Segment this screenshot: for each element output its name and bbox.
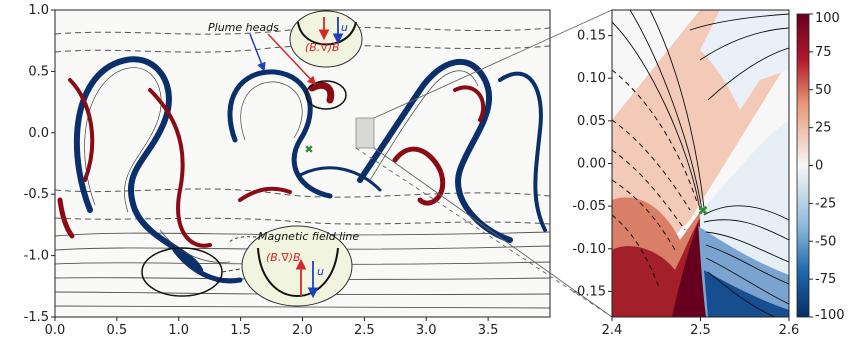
colorbar: 100 75 50 25 0 -25 -50 -75 -100 [796, 11, 845, 323]
main-ytick-label: -1.5 [24, 310, 49, 325]
zoom-ytick-label: 0.15 [577, 29, 606, 44]
zoom-axes: 2.4 2.5 2.6 0.15 0.10 0.05 0.00 -0.05 -0.10 -0.15 [572, 29, 799, 338]
upper-inset-bubble: (B.∇)B u [289, 10, 363, 68]
zoom-connectors [355, 9, 613, 318]
zoom-region [355, 117, 375, 149]
zoom-ytick-label: -0.15 [572, 284, 606, 299]
zoom-ytick-label: 0.00 [577, 157, 606, 172]
zoom-xtick-label: 2.4 [602, 323, 623, 338]
colorbar-tick-label: 100 [815, 11, 840, 26]
lower-inset-bubble: (B.∇)B u [241, 225, 353, 307]
zoom-marker: ✖ [698, 204, 709, 219]
colorbar-tick-label: 50 [815, 83, 832, 98]
colorbar-tick-label: -50 [815, 234, 836, 249]
zoom-ytick-label: -0.10 [572, 242, 606, 257]
main-ytick-label: -0.5 [24, 187, 49, 202]
colorbar-tick-label: -100 [815, 308, 845, 323]
zoom-xtick-label: 2.6 [779, 323, 800, 338]
zoom-ytick-label: 0.10 [577, 71, 606, 86]
field-line-pointer [227, 236, 257, 245]
plume-heads-label: Plume heads [208, 21, 279, 34]
upper-bgb-label: (B.∇)B [305, 41, 340, 54]
main-field: ✖ [55, 26, 550, 309]
zoom-panel: ✖ 2.4 2.5 2.6 0.15 0.10 0.05 0.00 -0.05 -0.10 -0.… [572, 9, 799, 338]
colorbar-tick-label: 25 [815, 121, 832, 136]
upper-u-label: u [341, 21, 348, 34]
field-line-label: Magnetic field line [258, 230, 359, 243]
main-xtick-label: 0.0 [45, 323, 66, 338]
main-xtick-label: 3.5 [478, 323, 499, 338]
zoom-xtick-label: 2.5 [690, 323, 711, 338]
plume-arrow-red [267, 33, 317, 86]
main-xtick-label: 2.0 [292, 323, 313, 338]
main-xtick-label: 3.0 [416, 323, 437, 338]
zoom-ytick-label: 0.05 [577, 114, 606, 129]
plume-head-circle [305, 80, 347, 110]
zoom-ytick-label: -0.05 [572, 199, 606, 214]
main-xtick-label: 2.5 [354, 323, 375, 338]
colorbar-gradient [796, 13, 810, 318]
plume-arrow-blue [249, 33, 266, 72]
colorbar-tick-label: 0 [815, 159, 823, 174]
main-xtick-label: 1.5 [230, 323, 251, 338]
colorbar-axes: 100 75 50 25 0 -25 -50 -75 -100 [809, 11, 845, 323]
colorbar-tick-label: -25 [815, 196, 836, 211]
lower-u-label: u [317, 265, 324, 278]
main-axes: 0.0 0.5 1.0 1.5 2.0 2.5 3.0 3.5 1.0 0.5 0.0 -0.5 -1.… [24, 3, 499, 338]
main-marker: ✖ [304, 143, 313, 156]
main-ytick-label: -1.0 [24, 249, 49, 264]
main-panel: ✖ Plume heads (B.∇)B u [24, 3, 613, 338]
main-ytick-label: 0.5 [28, 64, 49, 79]
main-xtick-label: 0.5 [107, 323, 128, 338]
main-ytick-label: 0.0 [28, 126, 49, 141]
upper-bubble-shape [289, 10, 363, 68]
colorbar-tick-label: -75 [815, 272, 836, 287]
zoom-field: ✖ [612, 10, 789, 317]
main-xtick-label: 1.0 [168, 323, 189, 338]
colorbar-tick-label: 75 [815, 45, 832, 60]
lower-bgb-label: (B.∇)B [266, 251, 301, 264]
main-ytick-label: 1.0 [28, 3, 49, 18]
